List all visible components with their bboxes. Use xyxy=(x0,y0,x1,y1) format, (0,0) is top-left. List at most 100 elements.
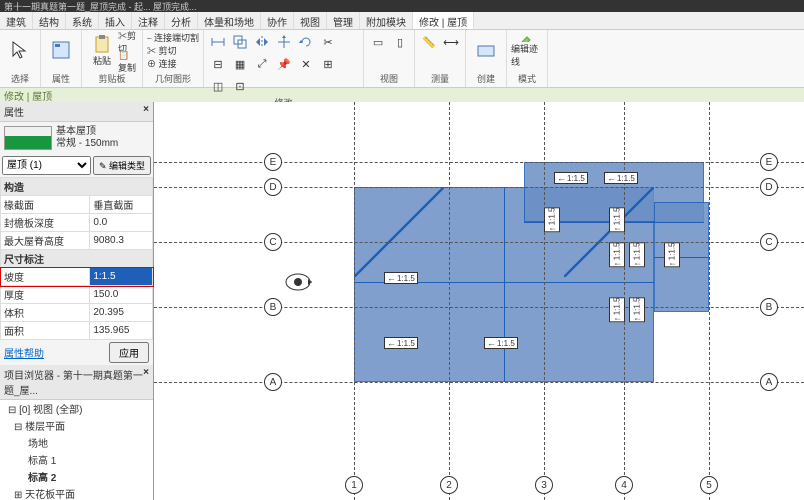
align-icon[interactable] xyxy=(208,32,228,52)
tree-item[interactable]: ⊟ [0] 视图 (全部) xyxy=(0,400,153,417)
tab-struct[interactable]: 结构 xyxy=(33,12,66,29)
mirror-icon[interactable] xyxy=(252,32,272,52)
tab-insert[interactable]: 插入 xyxy=(99,12,132,29)
gridline-h[interactable] xyxy=(154,242,804,243)
group-label-select: 选择 xyxy=(4,72,36,85)
grid-bubble[interactable]: E xyxy=(760,153,778,171)
tab-annotate[interactable]: 注释 xyxy=(132,12,165,29)
view-icon-1[interactable]: ▭ xyxy=(368,32,388,52)
array-icon[interactable]: ▦ xyxy=(230,54,250,74)
copy-button[interactable]: 📋复制 xyxy=(118,52,138,72)
slope-annotation[interactable]: ↑1:1.5 xyxy=(609,297,625,322)
prop-label: 封檐板深度 xyxy=(1,214,90,232)
offset-icon[interactable] xyxy=(230,32,250,52)
grid-bubble[interactable]: C xyxy=(760,233,778,251)
tab-massing[interactable]: 体量和场地 xyxy=(198,12,261,29)
split-icon[interactable]: ⊟ xyxy=(208,54,228,74)
instance-selector[interactable]: 屋顶 (1) xyxy=(2,156,91,175)
delete-icon[interactable]: ✕ xyxy=(296,54,316,74)
apply-button[interactable]: 应用 xyxy=(109,342,149,363)
grid-bubble[interactable]: B xyxy=(264,298,282,316)
scale-icon[interactable]: ⤢ xyxy=(252,54,272,74)
properties-tool[interactable] xyxy=(45,32,77,68)
cut-button[interactable]: ✂剪切 xyxy=(118,32,138,52)
cut-geom-button[interactable]: ✂ 剪切 xyxy=(147,45,199,58)
tab-analyze[interactable]: 分析 xyxy=(165,12,198,29)
dim-icon[interactable]: ⟷ xyxy=(441,32,461,52)
prop-value[interactable]: 150.0 xyxy=(90,286,153,304)
project-browser[interactable]: ⊟ [0] 视图 (全部)⊟ 楼层平面 场地 标高 1 标高 2⊞ 天花板平面⊟… xyxy=(0,400,153,500)
tree-item[interactable]: ⊞ 天花板平面 xyxy=(0,485,153,500)
grid-bubble[interactable]: E xyxy=(264,153,282,171)
mod-icon-13[interactable]: ◫ xyxy=(208,76,228,96)
measure-icon[interactable]: 📏 xyxy=(419,32,439,52)
prop-value-slope[interactable]: 1:1.5 xyxy=(90,268,153,286)
grid-bubble[interactable]: D xyxy=(264,178,282,196)
tab-collab[interactable]: 协作 xyxy=(261,12,294,29)
cope-button[interactable]: ⎯ 连接端切割 xyxy=(147,32,199,45)
tab-manage[interactable]: 管理 xyxy=(327,12,360,29)
grid-bubble[interactable]: A xyxy=(760,373,778,391)
grid-bubble[interactable]: A xyxy=(264,373,282,391)
gridline-h[interactable] xyxy=(154,382,804,383)
grid-bubble[interactable]: 1 xyxy=(345,476,363,494)
slope-annotation[interactable]: ↑1:1.5 xyxy=(544,207,560,232)
grid-bubble[interactable]: 4 xyxy=(615,476,633,494)
tab-modify-roof[interactable]: 修改 | 屋顶 xyxy=(413,12,474,29)
join-button[interactable]: ⊕ 连接 xyxy=(147,58,199,71)
tab-view[interactable]: 视图 xyxy=(294,12,327,29)
prop-value[interactable]: 20.395 xyxy=(90,304,153,322)
prop-value[interactable]: 0.0 xyxy=(90,214,153,232)
tab-arch[interactable]: 建筑 xyxy=(0,12,33,29)
create-icon[interactable] xyxy=(470,32,502,68)
select-tool[interactable] xyxy=(4,32,36,68)
tab-addins[interactable]: 附加模块 xyxy=(360,12,413,29)
paste-button[interactable]: 粘贴 xyxy=(86,32,118,68)
tree-item[interactable]: ⊟ 楼层平面 xyxy=(0,417,153,434)
gridline-h[interactable] xyxy=(154,307,804,308)
trim-icon[interactable]: ✂ xyxy=(318,32,338,52)
rotate-icon[interactable] xyxy=(296,32,316,52)
grid-bubble[interactable]: 5 xyxy=(700,476,718,494)
close-properties-icon[interactable]: × xyxy=(143,104,149,119)
tab-system[interactable]: 系统 xyxy=(66,12,99,29)
view-icon-2[interactable]: ▯ xyxy=(390,32,410,52)
gridline-h[interactable] xyxy=(154,162,804,163)
slope-annotation[interactable]: ←1:1.5 xyxy=(554,172,588,184)
slope-annotation[interactable]: ←1:1.5 xyxy=(384,272,418,284)
grid-bubble[interactable]: D xyxy=(760,178,778,196)
tree-item[interactable]: 场地 xyxy=(0,434,153,451)
edit-footprint-button[interactable]: 编辑迹线 xyxy=(511,32,543,68)
properties-help-link[interactable]: 属性帮助 xyxy=(0,343,48,362)
grid-bubble[interactable]: C xyxy=(264,233,282,251)
slope-annotation[interactable]: ↑1:1.5 xyxy=(629,242,645,267)
section-dimensions[interactable]: 尺寸标注 xyxy=(1,250,153,268)
edit-type-button[interactable]: ✎ 编辑类型 xyxy=(93,156,151,175)
move-icon[interactable] xyxy=(274,32,294,52)
tree-item[interactable]: 标高 1 xyxy=(0,451,153,468)
grid-bubble[interactable]: 2 xyxy=(440,476,458,494)
prop-label: 最大屋脊高度 xyxy=(1,232,90,250)
slope-annotation[interactable]: ←1:1.5 xyxy=(384,337,418,349)
prop-value[interactable]: 9080.3 xyxy=(90,232,153,250)
gridline-h[interactable] xyxy=(154,187,804,188)
section-construction[interactable]: 构造 xyxy=(1,178,153,196)
mod-icon-14[interactable]: ⊡ xyxy=(230,76,250,96)
group-icon[interactable]: ⊞ xyxy=(318,54,338,74)
tree-item[interactable]: 标高 2 xyxy=(0,468,153,485)
pin-icon[interactable]: 📌 xyxy=(274,54,294,74)
properties-table: 构造 椽截面垂直截面 封檐板深度0.0 最大屋脊高度9080.3 尺寸标注 坡度… xyxy=(0,177,153,340)
close-browser-icon[interactable]: × xyxy=(143,367,149,397)
slope-annotation[interactable]: ↑1:1.5 xyxy=(609,207,625,232)
elevation-marker[interactable] xyxy=(284,272,312,295)
prop-value[interactable]: 垂直截面 xyxy=(90,196,153,214)
drawing-canvas[interactable]: 12345EEDDCCBBAA←1:1.5←1:1.5←1:1.5↑1:1.5←… xyxy=(154,102,804,500)
slope-annotation[interactable]: ↑1:1.5 xyxy=(609,242,625,267)
slope-annotation[interactable]: ←1:1.5 xyxy=(604,172,638,184)
slope-annotation[interactable]: ↑1:1.5 xyxy=(664,242,680,267)
grid-bubble[interactable]: 3 xyxy=(535,476,553,494)
slope-annotation[interactable]: ←1:1.5 xyxy=(484,337,518,349)
slope-annotation[interactable]: ↑1:1.5 xyxy=(629,297,645,322)
prop-value[interactable]: 135.965 xyxy=(90,322,153,340)
grid-bubble[interactable]: B xyxy=(760,298,778,316)
